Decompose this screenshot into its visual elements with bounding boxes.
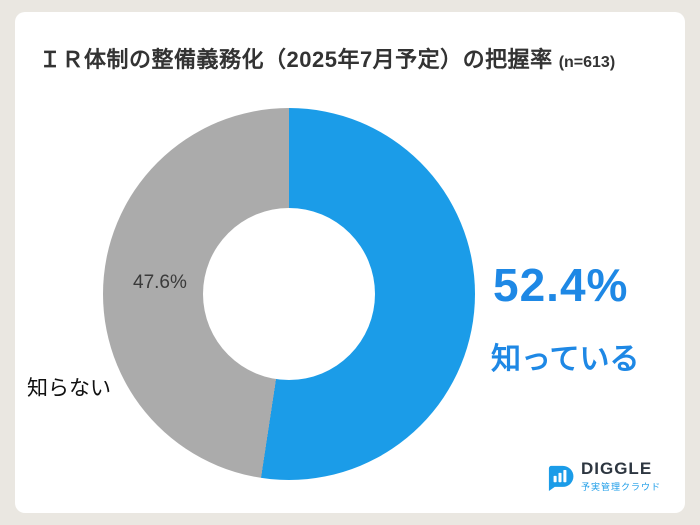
diggle-logo-name: DIGGLE: [580, 459, 653, 479]
donut-chart: [103, 108, 475, 480]
blue-segment-label: 知っている: [491, 343, 640, 376]
blue-segment-value: 52.4%: [493, 259, 629, 311]
chart-title-text: ＩＲ体制の整備義務化（2025年7月予定）の把握率: [39, 47, 553, 72]
chart-title: ＩＲ体制の整備義務化（2025年7月予定）の把握率 (n=613): [39, 42, 615, 74]
gray-segment-label: 知らない: [27, 377, 111, 400]
chart-card: ＩＲ体制の整備義務化（2025年7月予定）の把握率 (n=613) 47.6% 知…: [15, 12, 685, 513]
sample-size-label: (n=613): [558, 54, 616, 71]
diggle-logo-tagline: 予実管理クラウド: [580, 482, 661, 492]
diggle-logo-icon: [546, 463, 574, 491]
diggle-logo-texts: DIGGLE 予実管理クラウド: [581, 460, 661, 493]
diggle-logo: DIGGLE 予実管理クラウド: [546, 460, 661, 493]
gray-segment-value: 47.6%: [133, 272, 187, 293]
